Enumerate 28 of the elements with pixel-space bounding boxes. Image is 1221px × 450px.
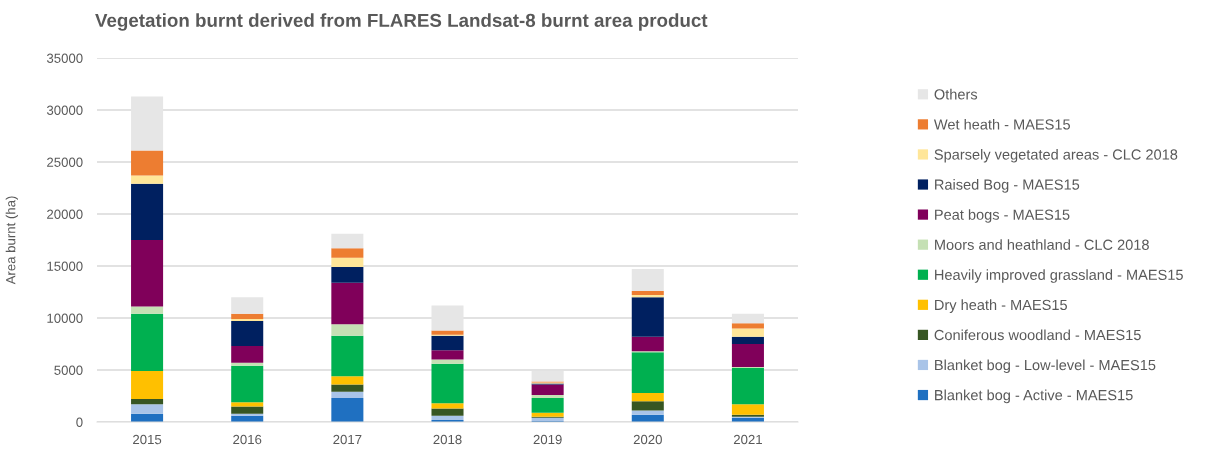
x-tick-label: 2016 bbox=[233, 434, 262, 445]
legend-label: Dry heath - MAES15 bbox=[935, 299, 1067, 313]
y-tick-label: 25000 bbox=[47, 157, 83, 167]
y-tick-label: 30000 bbox=[46, 105, 83, 115]
y-tick-label: 5000 bbox=[54, 365, 83, 375]
chart-title: Vegetation burnt derived from FLARES Landsat-8 burnt area product bbox=[95, 13, 708, 31]
x-tick-label: 2019 bbox=[533, 434, 562, 445]
legend-label: Blanket bog - Low-level - MAES15 bbox=[935, 359, 1156, 374]
legend-label: Raised Bog - MAES15 bbox=[935, 179, 1080, 193]
x-tick-label: 2021 bbox=[733, 434, 762, 445]
y-tick-label: 0 bbox=[76, 417, 83, 427]
x-tick-label: 2015 bbox=[133, 434, 162, 445]
legend-label: Wet heath - MAES15 bbox=[933, 118, 1070, 130]
legend-label: Moors and heathland - CLC 2018 bbox=[935, 239, 1149, 250]
legend-label: Coniferous woodland - MAES15 bbox=[934, 329, 1141, 341]
y-tick-label: 15000 bbox=[47, 261, 83, 271]
legend-label: Sparsely vegetated areas - CLC 2018 bbox=[934, 148, 1178, 163]
x-tick-label: 2020 bbox=[633, 434, 662, 445]
legend-label: Heavily improved grassland - MAES15 bbox=[935, 269, 1183, 283]
legend-label: Peat bogs - MAES15 bbox=[935, 209, 1070, 223]
y-axis-title: Area burnt (ha) bbox=[5, 196, 18, 285]
y-tick-label: 35000 bbox=[46, 53, 83, 63]
legend-label: Others bbox=[934, 88, 978, 100]
x-tick-label: 2018 bbox=[433, 434, 462, 445]
x-tick-label: 2017 bbox=[333, 434, 362, 445]
y-tick-label: 20000 bbox=[47, 209, 83, 219]
y-tick-label: 10000 bbox=[47, 313, 83, 323]
legend-label: Blanket bog - Active - MAES15 bbox=[935, 389, 1133, 404]
